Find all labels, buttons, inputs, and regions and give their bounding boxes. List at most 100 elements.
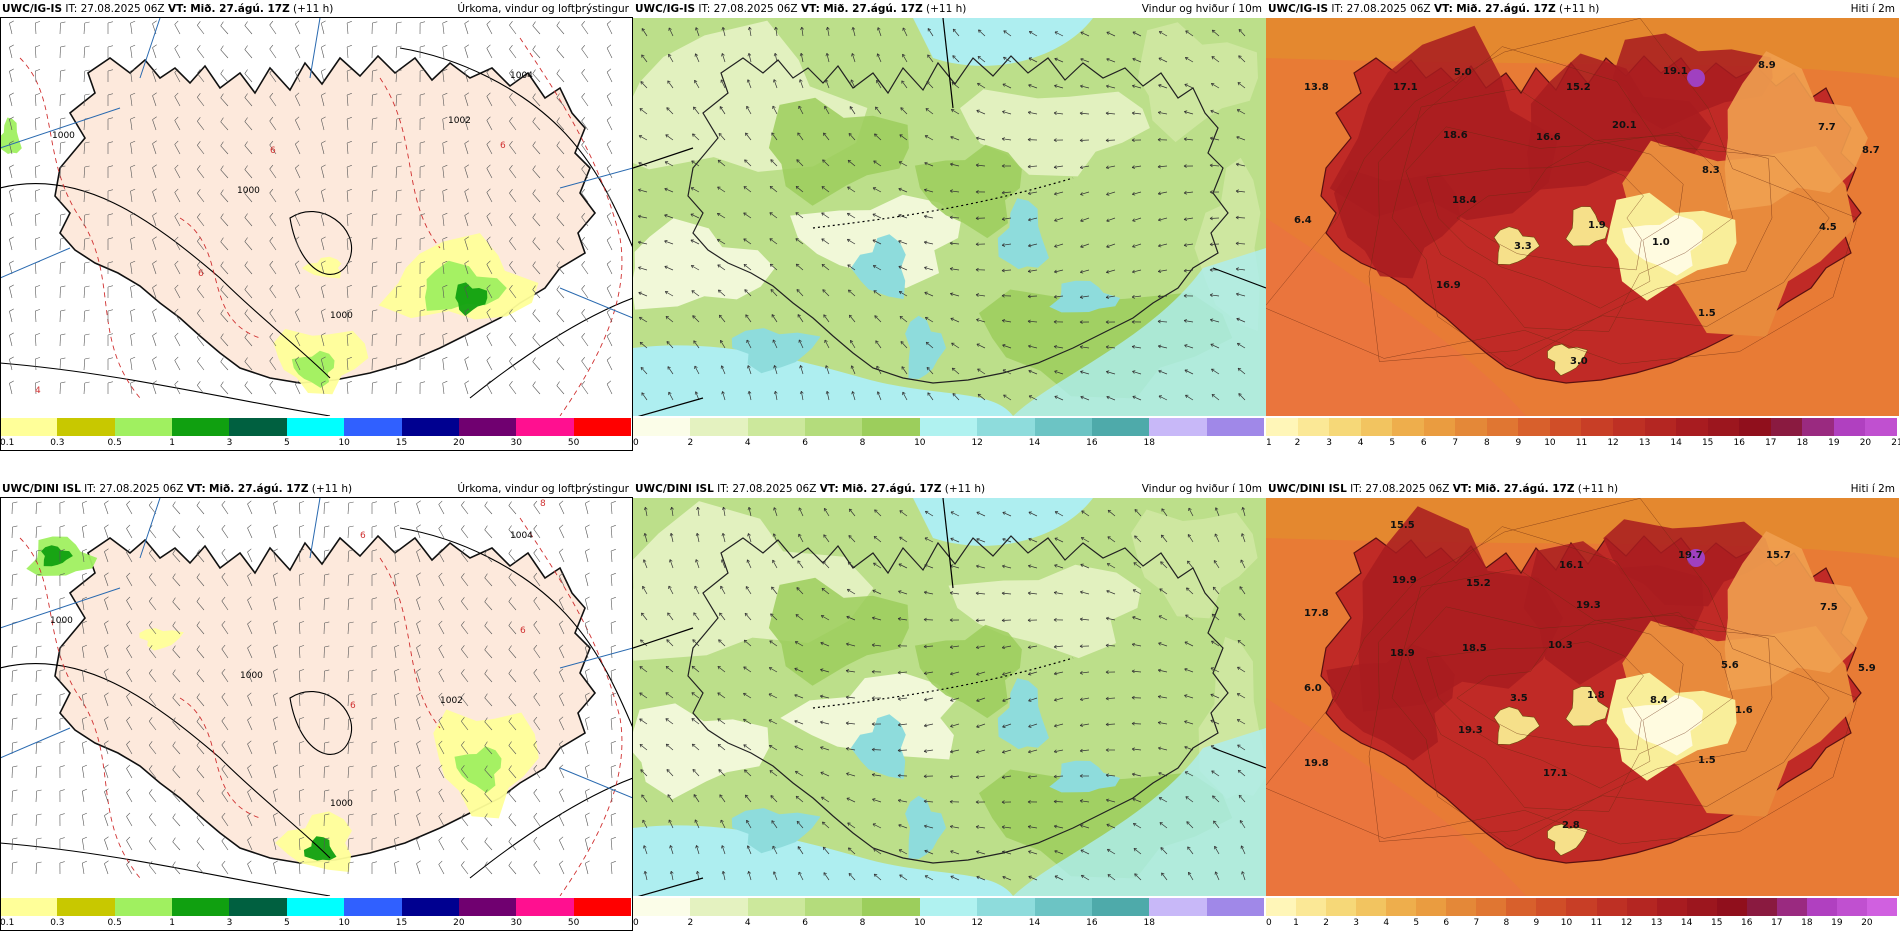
colorbar-swatch xyxy=(1776,898,1807,916)
vt-label: VT: xyxy=(800,3,820,15)
contour-label: 1000 xyxy=(330,799,353,809)
lead-time: (+11 h) xyxy=(926,3,967,15)
colorbar-tick-label: 3 xyxy=(1326,438,1332,448)
colorbar-tick-label: 3 xyxy=(226,918,233,928)
colorbar-tick-label: 0.1 xyxy=(0,438,15,448)
wind-colorbar xyxy=(633,418,1264,436)
colorbar-swatch xyxy=(862,418,920,436)
temperature-value-label: 4.5 xyxy=(1819,222,1837,233)
colorbar-ticks: 0 2 4 6 8 10 12 14 16 18 xyxy=(633,918,1264,930)
colorbar-tick-label: 2 xyxy=(1323,918,1329,928)
colorbar-tick-label: 14 xyxy=(1680,918,1693,928)
colorbar-swatch xyxy=(1833,418,1866,436)
colorbar-swatch xyxy=(1206,418,1264,436)
colorbar-tick-label: 50 xyxy=(567,918,580,928)
colorbar-tick-label: 8 xyxy=(1483,438,1490,448)
colorbar-swatch xyxy=(57,898,115,916)
colorbar-tick-label: 8 xyxy=(1503,918,1510,928)
colorbar-ticks: 0 1 2 3 4 5 6 7 8 9 10 11 12 13 14 15 16 17 18 19 20 xyxy=(1266,918,1897,930)
colorbar-swatch xyxy=(0,898,58,916)
colorbar-ticks: 0 2 4 6 8 10 12 14 16 18 xyxy=(633,438,1264,450)
colorbar-tick-label: 9 xyxy=(1533,918,1540,928)
colorbar-swatch xyxy=(1416,898,1447,916)
colorbar-swatch xyxy=(1149,418,1207,436)
colorbar-tick-label: 20 xyxy=(453,918,465,928)
colorbar-swatch xyxy=(1297,418,1330,436)
model-name: UWC/DINI ISL xyxy=(2,483,81,495)
temperature-value-label: 15.2 xyxy=(1466,578,1491,589)
contour-label: 1000 xyxy=(237,186,260,196)
colorbar-ticks: 0.1 0.3 0.5 1 3 5 10 15 20 30 50 xyxy=(0,918,631,930)
panel-header: UWC/IG-IS IT: 27.08.2025 06Z VT: Mið. 27… xyxy=(2,0,333,18)
wind-map xyxy=(633,498,1266,896)
colorbar-tick-label: 5 xyxy=(1389,438,1396,448)
colorbar-swatch xyxy=(1206,898,1264,916)
it-value: 27.08.2025 06Z xyxy=(99,483,184,495)
colorbar-swatch xyxy=(1746,898,1777,916)
panel-header: UWC/IG-IS IT: 27.08.2025 06Z VT: Mið. 27… xyxy=(1268,0,1599,18)
temp-map: 15.5 19.9 15.2 16.1 19.7 15.7 17.8 19.3 7.5 18.5 1… xyxy=(1266,498,1899,896)
panel-title: Vindur og hviður í 10m xyxy=(1141,3,1262,15)
colorbar-swatch xyxy=(286,898,345,916)
colorbar-swatch xyxy=(1266,898,1297,916)
it-value: 27.08.2025 06Z xyxy=(732,483,817,495)
colorbar-swatch xyxy=(114,898,173,916)
colorbar-swatch xyxy=(1536,898,1567,916)
temperature-value-label: 17.1 xyxy=(1393,82,1418,93)
colorbar-tick-label: 13 xyxy=(1638,438,1651,448)
temperature-value-label: 19.7 xyxy=(1678,550,1703,561)
temp-bottom-colorbar xyxy=(1266,898,1897,916)
contour-label: 1000 xyxy=(330,311,353,321)
colorbar-swatch xyxy=(1486,418,1519,436)
colorbar-tick-label: 4 xyxy=(1383,918,1390,928)
colorbar-tick-label: 6 xyxy=(1443,918,1450,928)
colorbar-swatch xyxy=(1739,418,1771,436)
temperature-value-label: 19.3 xyxy=(1576,600,1601,611)
colorbar-tick-label: 5 xyxy=(283,438,290,448)
colorbar-tick-label: 2 xyxy=(687,438,694,448)
colorbar-swatch xyxy=(977,418,1035,436)
temperature-value-label: 16.1 xyxy=(1559,560,1584,571)
colorbar-tick-label: 0.3 xyxy=(50,918,65,928)
colorbar-swatch xyxy=(573,418,631,436)
colorbar-swatch xyxy=(458,418,517,436)
temperature-value-label: 18.6 xyxy=(1443,130,1468,141)
colorbar-swatch xyxy=(1296,898,1327,916)
colorbar-swatch xyxy=(1707,418,1740,436)
contour-label: 1000 xyxy=(52,131,75,141)
colorbar-swatch xyxy=(401,418,459,436)
model-name: UWC/IG-IS xyxy=(635,3,696,15)
colorbar-tick-label: 10 xyxy=(338,438,350,448)
colorbar-tick-label: 18 xyxy=(1796,438,1809,448)
temperature-value-label: 13.8 xyxy=(1304,82,1329,93)
colorbar-tick-label: 0.1 xyxy=(0,918,15,928)
temperature-value-label: 1.5 xyxy=(1698,308,1716,319)
colorbar-tick-label: 11 xyxy=(1590,918,1603,928)
lead-time: (+11 h) xyxy=(944,483,986,495)
temperature-value-label: 1.5 xyxy=(1698,755,1716,766)
temp-map: 13.8 17.1 5.0 19.1 8.9 15.2 20.1 16.6 18.6 7.7 8.7… xyxy=(1266,18,1899,416)
colorbar-swatch xyxy=(1392,418,1424,436)
contour-label: 1004 xyxy=(510,71,533,81)
colorbar-tick-label: 4 xyxy=(744,438,751,448)
model-name: UWC/IG-IS xyxy=(2,3,63,15)
contour-label: 6 xyxy=(500,141,506,151)
model-name: UWC/DINI ISL xyxy=(635,483,714,495)
model-name: UWC/DINI ISL xyxy=(1268,483,1347,495)
temperature-value-label: 7.7 xyxy=(1818,122,1836,133)
colorbar-swatch xyxy=(1686,898,1717,916)
colorbar-tick-label: 16 xyxy=(1086,438,1098,448)
colorbar-swatch xyxy=(747,898,806,916)
wind-colorbar xyxy=(633,898,1264,916)
colorbar-swatch xyxy=(229,418,287,436)
colorbar-tick-label: 10 xyxy=(1560,918,1573,928)
colorbar-tick-label: 7 xyxy=(1452,438,1459,448)
colorbar-tick-label: 1 xyxy=(1266,438,1272,448)
temperature-value-label: 5.9 xyxy=(1858,663,1876,674)
temperature-value-label: 5.0 xyxy=(1454,67,1472,78)
colorbar-swatch xyxy=(1644,418,1677,436)
it-value: 27.08.2025 06Z xyxy=(80,3,165,15)
temperature-value-label: 3.3 xyxy=(1514,241,1532,252)
colorbar-swatch xyxy=(401,898,459,916)
colorbar-swatch xyxy=(57,418,115,436)
